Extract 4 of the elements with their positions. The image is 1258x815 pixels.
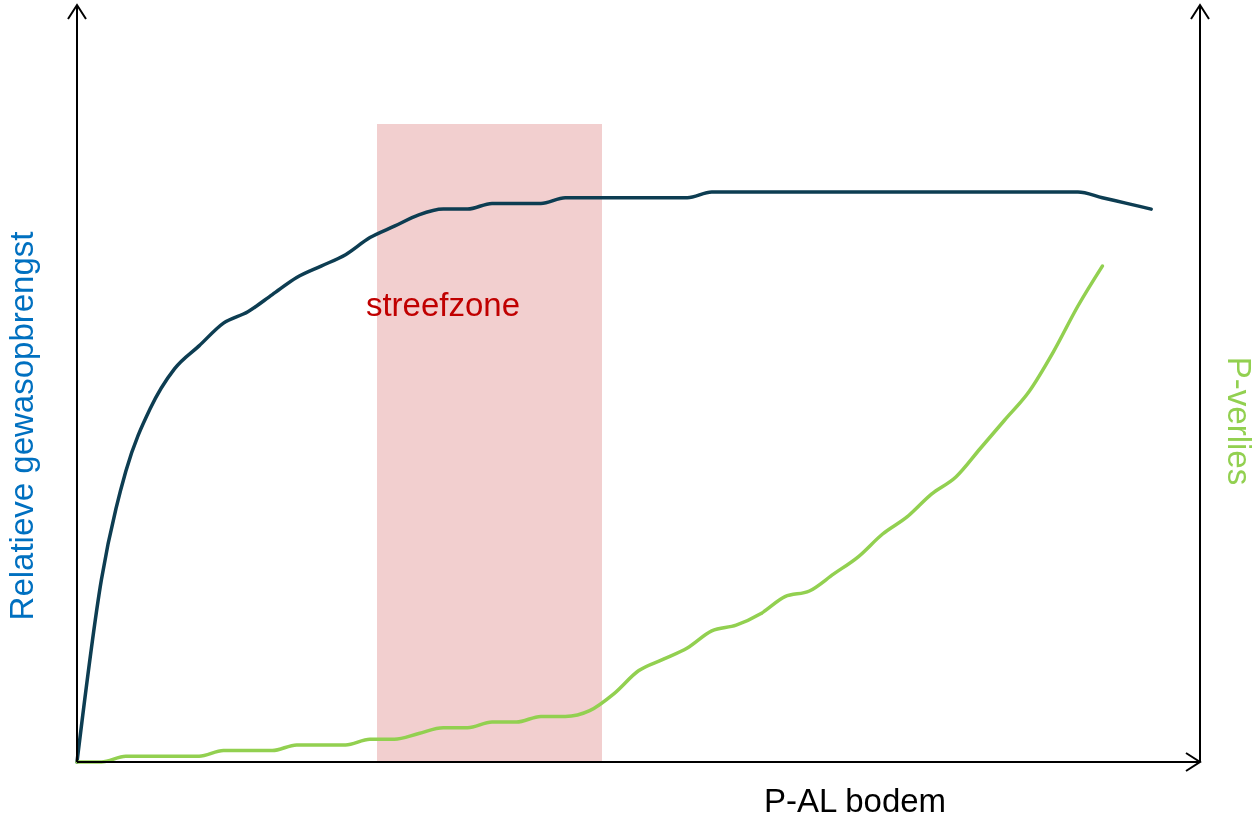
x-axis-title: P-AL bodem: [763, 782, 947, 815]
y-axis-title: Relatieve gewasopbrengst: [3, 231, 40, 621]
y2-axis-title: P-verlies: [1221, 356, 1258, 486]
annotation: streefzone: [365, 286, 521, 323]
